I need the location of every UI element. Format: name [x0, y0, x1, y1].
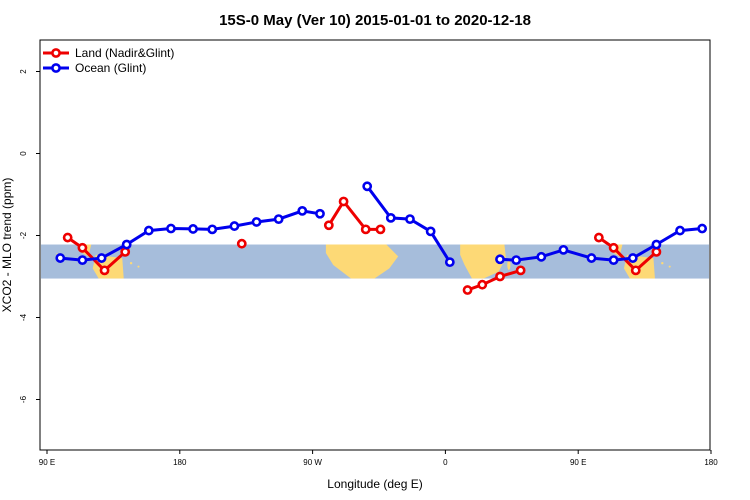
- x-tick-label: 90 E: [570, 458, 586, 467]
- x-tick-label: 90 W: [303, 458, 322, 467]
- data-point: [495, 271, 505, 282]
- data-point: [362, 181, 373, 192]
- data-point: [385, 212, 396, 223]
- y-tick-label: 2: [19, 69, 28, 74]
- data-point: [425, 226, 436, 237]
- y-axis: 2 0 -2 -4 -6: [19, 69, 40, 403]
- x-tick-label: 0: [443, 458, 448, 467]
- data-point: [166, 223, 176, 234]
- legend-marker: [51, 63, 61, 73]
- data-point: [120, 246, 131, 257]
- data-point: [229, 221, 240, 231]
- x-tick-label: 180: [704, 458, 718, 467]
- data-point: [251, 217, 262, 227]
- data-point: [444, 257, 455, 268]
- series-layer: [55, 181, 708, 295]
- data-point: [297, 205, 308, 216]
- data-point: [338, 196, 349, 207]
- data-point: [121, 239, 132, 250]
- x-tick-label: 180: [173, 458, 187, 467]
- data-point: [62, 232, 73, 243]
- data-point: [675, 225, 685, 236]
- data-point: [608, 242, 619, 253]
- data-point: [608, 255, 619, 265]
- data-point: [558, 244, 569, 255]
- legend-item: Land (Nadir&Glint): [43, 46, 174, 60]
- legend-label: Ocean (Glint): [75, 61, 146, 75]
- y-tick-label: -6: [19, 395, 28, 403]
- legend-marker: [51, 48, 61, 58]
- data-point: [651, 239, 662, 250]
- data-point: [511, 255, 522, 265]
- data-point: [630, 265, 641, 276]
- legend: Land (Nadir&Glint)Ocean (Glint): [43, 46, 174, 75]
- data-point: [375, 224, 386, 235]
- data-point: [536, 251, 547, 262]
- data-point: [495, 254, 505, 265]
- data-point: [55, 253, 66, 263]
- data-point: [143, 225, 154, 236]
- data-point: [188, 224, 198, 234]
- data-point: [236, 238, 247, 249]
- data-point: [360, 224, 371, 235]
- legend-label: Land (Nadir&Glint): [75, 46, 174, 60]
- data-point: [515, 265, 526, 276]
- series-land: [62, 196, 662, 295]
- series-line: [466, 268, 522, 292]
- chart-title: 15S-0 May (Ver 10) 2015-01-01 to 2020-12…: [219, 12, 531, 29]
- land-africa: [460, 244, 506, 279]
- data-point: [405, 214, 415, 224]
- data-point: [207, 224, 218, 235]
- x-tick-label: 90 E: [39, 458, 55, 467]
- data-point: [96, 253, 107, 263]
- y-tick-label: -4: [19, 313, 28, 321]
- data-point: [462, 285, 473, 295]
- data-point: [627, 253, 638, 263]
- data-point: [315, 208, 325, 219]
- y-tick-label: -2: [19, 231, 28, 239]
- data-point: [586, 253, 597, 263]
- data-point: [99, 265, 110, 276]
- data-point: [697, 223, 708, 234]
- y-tick-label: 0: [19, 151, 28, 156]
- y-axis-label: XCO2 - MLO trend (ppm): [0, 178, 14, 313]
- series-line: [327, 198, 381, 231]
- land-south-america: [325, 244, 399, 279]
- series-line: [499, 227, 703, 262]
- x-axis-label: Longitude (deg E): [327, 477, 422, 491]
- latitude-band: [41, 244, 709, 279]
- land-madagascar: [507, 259, 511, 270]
- data-point: [77, 242, 88, 253]
- plot-frame: [39, 39, 711, 451]
- legend-item: Ocean (Glint): [43, 61, 146, 75]
- series-ocean: [55, 181, 708, 268]
- data-point: [477, 279, 488, 290]
- data-point: [323, 220, 334, 231]
- data-point: [273, 214, 284, 224]
- data-point: [593, 232, 604, 243]
- x-axis: 90 E 180 90 W 0 90 E 180: [39, 450, 718, 467]
- data-point: [77, 255, 88, 265]
